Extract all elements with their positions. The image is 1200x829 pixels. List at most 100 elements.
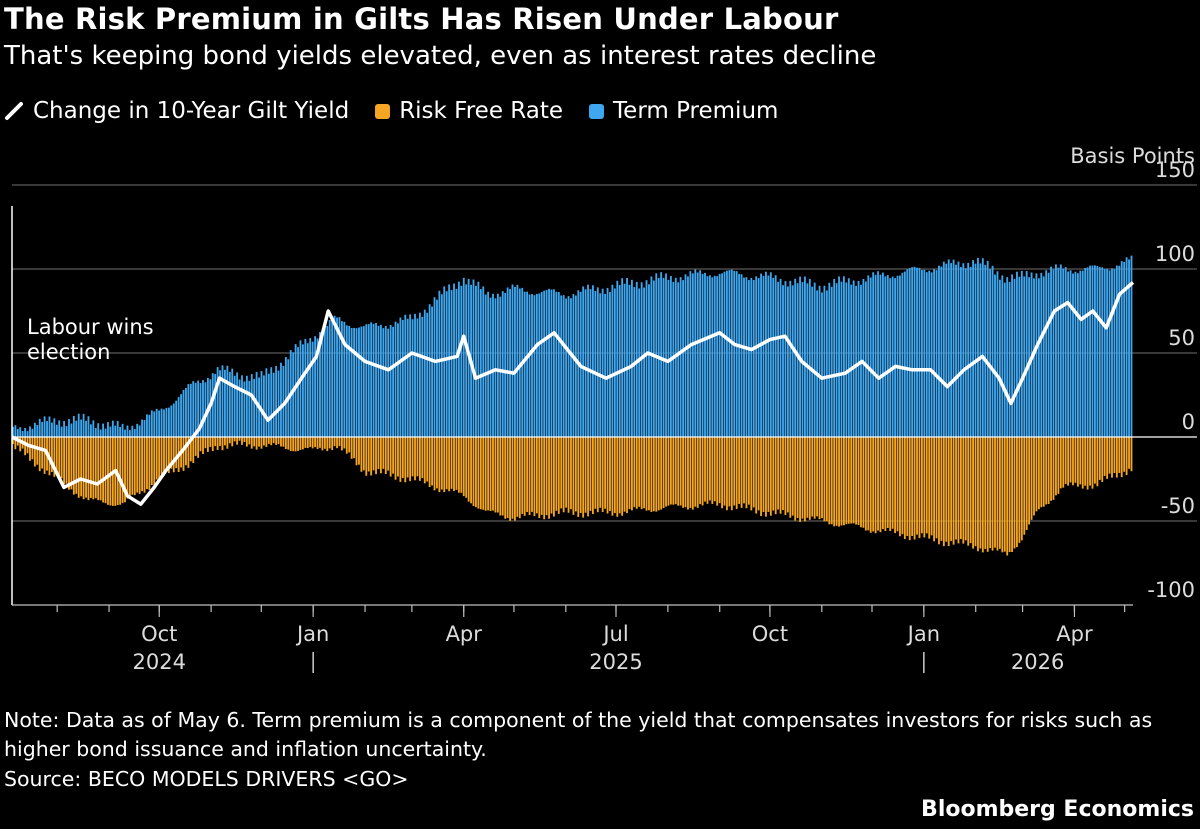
term-premium-bar — [370, 322, 373, 437]
risk-free-rate-bar — [674, 437, 677, 505]
term-premium-bar — [1064, 267, 1067, 437]
term-premium-bar — [131, 425, 134, 437]
term-premium-bar — [535, 293, 538, 437]
risk-free-rate-bar — [1018, 437, 1021, 543]
risk-free-rate-bar — [340, 437, 343, 451]
term-premium-bar — [75, 420, 78, 437]
term-premium-bar — [867, 275, 870, 437]
term-premium-bar — [394, 321, 397, 437]
risk-free-rate-bar — [821, 437, 823, 519]
risk-free-rate-bar — [165, 437, 168, 471]
term-premium-bar — [618, 285, 621, 437]
election-annotation: election — [27, 340, 110, 364]
risk-free-rate-bar — [777, 437, 780, 510]
risk-free-rate-bar — [643, 437, 646, 509]
risk-free-rate-bar — [219, 437, 221, 446]
term-premium-bar — [72, 415, 75, 437]
risk-free-rate-bar — [102, 437, 105, 503]
term-premium-bar — [594, 291, 597, 437]
risk-free-rate-bar — [343, 437, 346, 449]
risk-free-rate-bar — [903, 437, 906, 540]
risk-free-rate-bar — [565, 437, 568, 508]
risk-free-rate-bar — [881, 437, 884, 529]
term-premium-bar — [745, 277, 748, 437]
risk-free-rate-bar — [596, 437, 599, 513]
risk-free-rate-bar — [806, 437, 809, 518]
risk-free-rate-bar — [336, 437, 338, 449]
risk-free-rate-bar — [170, 437, 173, 469]
term-premium-bar — [662, 277, 665, 437]
term-premium-bar — [706, 276, 709, 437]
risk-free-rate-bar — [29, 437, 31, 461]
risk-free-rate-bar — [665, 437, 667, 507]
term-premium-bar — [58, 420, 61, 437]
term-premium-bar — [1103, 269, 1106, 437]
risk-free-rate-bar — [443, 437, 446, 493]
term-premium-bar — [433, 297, 436, 437]
term-premium-bar — [918, 267, 921, 437]
term-premium-bar — [779, 278, 782, 437]
risk-free-rate-bar — [691, 437, 694, 510]
risk-free-rate-bar — [757, 437, 760, 511]
term-premium-bar — [1008, 281, 1011, 437]
risk-free-rate-bar — [462, 437, 465, 497]
term-premium-bar — [1025, 271, 1028, 437]
risk-free-rate-bar — [516, 437, 519, 517]
risk-free-rate-bar — [38, 437, 41, 472]
risk-free-rate-bar — [706, 437, 709, 504]
risk-free-rate-bar — [518, 437, 521, 519]
risk-free-rate-bar — [899, 437, 901, 537]
term-premium-bar — [823, 285, 826, 437]
risk-free-rate-bar — [68, 437, 70, 490]
term-premium-bar — [821, 292, 823, 437]
term-premium-bar — [323, 326, 326, 437]
risk-free-rate-bar — [962, 437, 965, 544]
term-premium-bar — [991, 265, 994, 437]
risk-free-rate-bar — [845, 437, 848, 525]
risk-free-rate-bar — [977, 437, 979, 552]
risk-free-rate-bar — [1013, 437, 1016, 549]
term-premium-bar — [548, 288, 550, 437]
risk-free-rate-bar — [414, 437, 416, 481]
risk-free-rate-bar — [326, 437, 329, 452]
risk-free-rate-bar — [221, 437, 224, 451]
risk-free-rate-bar — [638, 437, 641, 507]
term-premium-bar — [455, 288, 458, 437]
term-premium-bar — [679, 277, 682, 437]
risk-free-rate-bar — [867, 437, 870, 531]
term-premium-bar — [765, 271, 767, 437]
term-premium-bar — [791, 285, 794, 437]
term-premium-bar — [940, 266, 943, 437]
risk-free-rate-bar — [533, 437, 536, 517]
term-premium-bar — [560, 295, 563, 437]
term-premium-bar — [475, 285, 477, 437]
risk-free-rate-bar — [684, 437, 687, 508]
risk-free-rate-bar — [155, 437, 158, 480]
risk-free-rate-bar — [58, 437, 61, 480]
risk-free-rate-bar — [479, 437, 482, 510]
risk-free-rate-bar — [911, 437, 914, 537]
term-premium-bar — [562, 295, 565, 437]
risk-free-rate-bar — [426, 437, 429, 482]
term-premium-bar — [387, 328, 390, 437]
gilt-yield-line — [11, 281, 1135, 506]
term-premium-bar — [838, 276, 840, 437]
risk-free-rate-bar — [345, 437, 348, 454]
term-premium-bar — [143, 419, 146, 437]
term-premium-bar — [314, 336, 317, 437]
term-premium-bar — [1094, 265, 1096, 437]
risk-free-rate-bar — [141, 437, 143, 492]
risk-free-rate-bar — [1123, 437, 1126, 472]
legend-label: Term Premium — [613, 98, 779, 124]
term-premium-bar — [431, 306, 433, 437]
risk-free-rate-bar — [506, 437, 509, 519]
term-premium-bar — [899, 275, 901, 437]
term-premium-bar — [304, 338, 307, 437]
risk-free-rate-bar — [82, 437, 85, 500]
term-premium-bar — [462, 277, 465, 437]
term-premium-bar — [908, 268, 911, 437]
risk-free-rate-bar — [567, 437, 570, 513]
term-premium-bar — [121, 423, 124, 437]
risk-free-rate-bar — [440, 437, 443, 490]
risk-free-rate-bar — [616, 437, 619, 517]
